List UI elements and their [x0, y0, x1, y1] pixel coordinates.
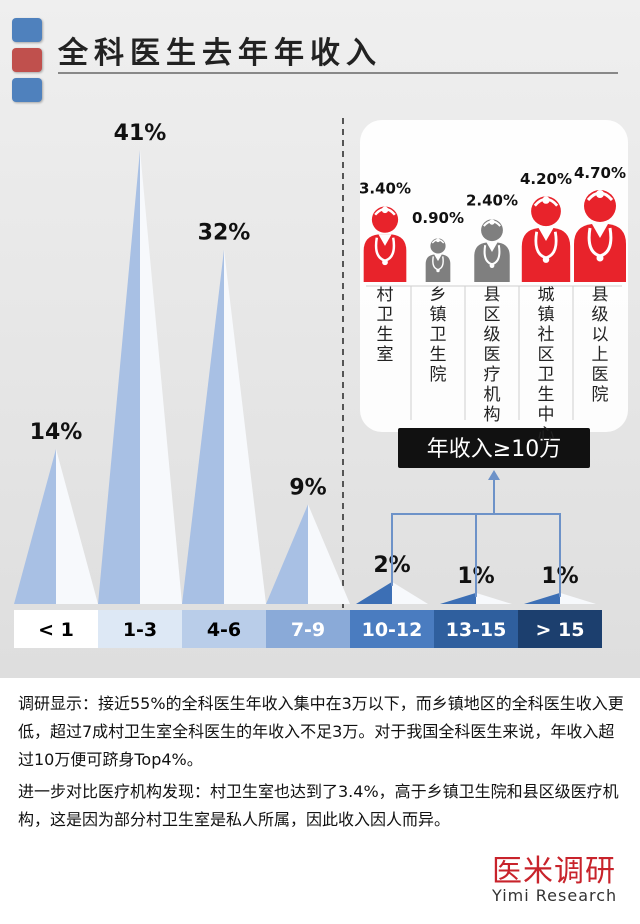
- institution-name-3: 城镇社区卫生中心: [538, 285, 555, 445]
- category-label-5: 13-15: [446, 619, 507, 641]
- bar-left-0: [14, 448, 56, 604]
- title-rule: [58, 72, 618, 74]
- bar-value-label-0: 14%: [30, 420, 83, 445]
- institution-value-4: 4.70%: [574, 164, 626, 182]
- category-label-6: > 15: [536, 619, 585, 641]
- bar-left-1: [98, 150, 140, 604]
- bar-right-3: [308, 504, 350, 604]
- institution-name-4: 县级以上医院: [592, 285, 609, 405]
- bar-right-5: [476, 592, 512, 604]
- bar-right-6: [560, 592, 596, 604]
- bar-right-1: [140, 150, 182, 604]
- institution-value-3: 4.20%: [520, 170, 572, 188]
- bar-left-2: [182, 249, 224, 604]
- legend-swatch-red: [12, 48, 42, 72]
- institution-name-2: 县区级医疗机构: [484, 285, 501, 425]
- doctor-icon-1: [425, 238, 451, 282]
- doctor-icon-0: [363, 206, 407, 282]
- bar-value-label-3: 9%: [289, 475, 326, 500]
- category-label-4: 10-12: [362, 619, 423, 641]
- bar-left-3: [266, 504, 308, 604]
- category-box-6: [518, 610, 602, 648]
- institution-value-0: 3.40%: [359, 179, 411, 197]
- bar-value-label-2: 32%: [198, 221, 251, 246]
- chart-svg: 14%41%32%9%2% 1% 1%< 1 1-3 4-6 7-9 10-12 13-15 >…: [14, 118, 628, 648]
- category-box-2: [182, 610, 266, 648]
- category-label-3: 7-9: [291, 619, 325, 641]
- category-label-2: 4-6: [207, 619, 241, 641]
- description-paragraph-2: 进一步对比医疗机构发现：村卫生室也达到了3.4%，高于乡镇卫生院和县区级医疗机构…: [18, 782, 619, 829]
- bar-value-label-1: 41%: [114, 121, 167, 146]
- callout-arrow-head: [488, 470, 500, 480]
- institution-name-1: 乡镇卫生院: [430, 285, 447, 385]
- bar-left-5: [440, 592, 476, 604]
- bar-left-4: [356, 581, 392, 604]
- category-box-1: [98, 610, 182, 648]
- legend-swatch-blue-1: [12, 18, 42, 42]
- doctor-icon-2: [474, 219, 510, 282]
- bar-left-6: [524, 592, 560, 604]
- category-box-5: [434, 610, 518, 648]
- description-paragraph-1: 调研显示：接近55%的全科医生年收入集中在3万以下，而乡镇地区的全科医生收入更低…: [18, 694, 624, 769]
- category-label-1: 1-3: [123, 619, 157, 641]
- brand-subtitle: Yimi Research: [492, 886, 618, 905]
- institution-name-0: 村卫生室: [377, 285, 394, 365]
- category-box-3: [266, 610, 350, 648]
- bar-right-0: [56, 448, 98, 604]
- doctor-icon-4: [574, 190, 626, 282]
- category-label-0: < 1: [38, 619, 74, 641]
- bar-right-4: [392, 581, 428, 604]
- callout-label-text: 年收入≥10万: [427, 437, 561, 462]
- category-box-4: [350, 610, 434, 648]
- brand-logo-text: 医米调研: [492, 854, 616, 889]
- institution-value-2: 2.40%: [466, 191, 518, 209]
- chart-title: 全科医生去年年收入: [58, 36, 382, 71]
- institution-value-1: 0.90%: [412, 209, 464, 227]
- bar-right-2: [224, 249, 266, 604]
- callout-label-box: [398, 428, 590, 468]
- legend-swatch-blue-2: [12, 78, 42, 102]
- category-box-0: [14, 610, 98, 648]
- doctor-icon-3: [521, 196, 571, 282]
